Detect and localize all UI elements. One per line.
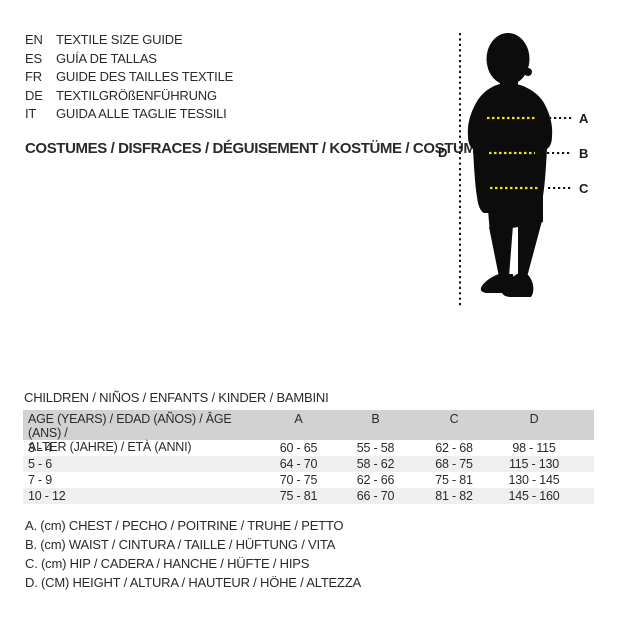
age-cell: 3 - 4 xyxy=(28,441,53,455)
table-header-row: AGE (YEARS) / EDAD (AÑOS) / ÂGE (ANS) / … xyxy=(23,410,594,454)
waist-cell: 55 - 58 xyxy=(356,441,395,455)
language-code: DE xyxy=(25,87,43,103)
row-spacer xyxy=(574,440,594,456)
category-title: COSTUMES / DISFRACES / DÉGUISEMENT / KOS… xyxy=(25,140,480,157)
language-list: EN TEXTILE SIZE GUIDE ES GUÍA DE TALLAS … xyxy=(25,31,233,124)
age-header-line1: AGE (YEARS) / EDAD (AÑOS) / ÂGE (ANS) / xyxy=(28,412,232,440)
language-label: TEXTILE SIZE GUIDE xyxy=(56,32,183,47)
children-section-title: CHILDREN / NIÑOS / ENFANTS / KINDER / BA… xyxy=(24,390,329,405)
age-cell: 10 - 12 xyxy=(28,489,66,503)
waist-cell: 66 - 70 xyxy=(356,489,395,503)
height-cell: 115 - 130 xyxy=(508,457,560,471)
height-cell: 130 - 145 xyxy=(508,473,560,487)
hip-cell: 68 - 75 xyxy=(435,457,473,471)
age-cell: 5 - 6 xyxy=(28,457,53,471)
language-label: GUIDE DES TAILLES TEXTILE xyxy=(56,69,234,84)
waist-cell: 62 - 66 xyxy=(356,473,395,487)
table-row: 3 - 4 60 - 65 55 - 58 62 - 68 98 - 115 xyxy=(23,440,594,456)
chest-cell: 60 - 65 xyxy=(279,441,318,455)
language-label: GUIDA ALLE TAGLIE TESSILI xyxy=(56,106,227,121)
age-column-header: AGE (YEARS) / EDAD (AÑOS) / ÂGE (ANS) / … xyxy=(23,412,260,454)
hip-cell: 81 - 82 xyxy=(435,489,473,503)
chest-cell: 64 - 70 xyxy=(279,457,318,471)
language-row: ES GUÍA DE TALLAS xyxy=(25,50,233,69)
age-cell: 7 - 9 xyxy=(28,473,53,487)
language-code: EN xyxy=(25,32,43,47)
waist-cell: 58 - 62 xyxy=(356,457,395,471)
waist-label-b: B xyxy=(579,146,588,161)
hip-cell: 62 - 68 xyxy=(435,441,473,455)
size-measurement-diagram: D A B C xyxy=(438,33,589,306)
language-code: FR xyxy=(25,69,42,84)
column-header-a: A xyxy=(294,412,303,426)
legend-hip: C. (cm) HIP / CADERA / HANCHE / HÜFTE / … xyxy=(25,556,310,571)
legend-waist: B. (cm) WAIST / CINTURA / TAILLE / HÜFTU… xyxy=(25,537,336,552)
height-label-d: D xyxy=(438,145,447,160)
table-row: 7 - 9 70 - 75 62 - 66 75 - 81 130 - 145 xyxy=(23,472,594,488)
language-label: GUÍA DE TALLAS xyxy=(56,50,157,66)
child-silhouette-icon xyxy=(467,33,553,297)
legend-height: D. (CM) HEIGHT / ALTURA / HAUTEUR / HÖHE… xyxy=(25,575,361,590)
row-spacer xyxy=(574,456,594,472)
language-row: FR GUIDE DES TAILLES TEXTILE xyxy=(25,68,233,87)
language-code: IT xyxy=(25,106,37,121)
chest-cell: 70 - 75 xyxy=(279,473,318,487)
age-header-line2: ALTER (JAHRE) / ETÀ (ANNI) xyxy=(28,440,192,454)
height-cell: 98 - 115 xyxy=(512,441,556,455)
table-row: 5 - 6 64 - 70 58 - 62 68 - 75 115 - 130 xyxy=(23,456,594,472)
language-row: IT GUIDA ALLE TAGLIE TESSILI xyxy=(25,105,233,124)
language-label: TEXTILGRÖßENFÜHRUNG xyxy=(56,87,217,103)
column-header-b: B xyxy=(371,412,380,426)
row-spacer xyxy=(574,488,594,504)
table-row: 10 - 12 75 - 81 66 - 70 81 - 82 145 - 16… xyxy=(23,488,594,504)
language-row: DE TEXTILGRÖßENFÜHRUNG xyxy=(25,87,233,106)
chest-cell: 75 - 81 xyxy=(279,489,318,503)
size-table: AGE (YEARS) / EDAD (AÑOS) / ÂGE (ANS) / … xyxy=(23,410,594,504)
height-cell: 145 - 160 xyxy=(508,489,560,503)
legend-chest: A. (cm) CHEST / PECHO / POITRINE / TRUHE… xyxy=(25,518,344,533)
hip-cell: 75 - 81 xyxy=(435,473,473,487)
language-code: ES xyxy=(25,50,42,66)
row-spacer xyxy=(574,472,594,488)
hip-label-c: C xyxy=(579,181,589,196)
column-header-d: D xyxy=(529,412,539,426)
measurement-legend: A. (cm) CHEST / PECHO / POITRINE / TRUHE… xyxy=(25,516,361,592)
column-header-c: C xyxy=(449,412,459,426)
chest-label-a: A xyxy=(579,111,589,126)
language-row: EN TEXTILE SIZE GUIDE xyxy=(25,31,233,50)
